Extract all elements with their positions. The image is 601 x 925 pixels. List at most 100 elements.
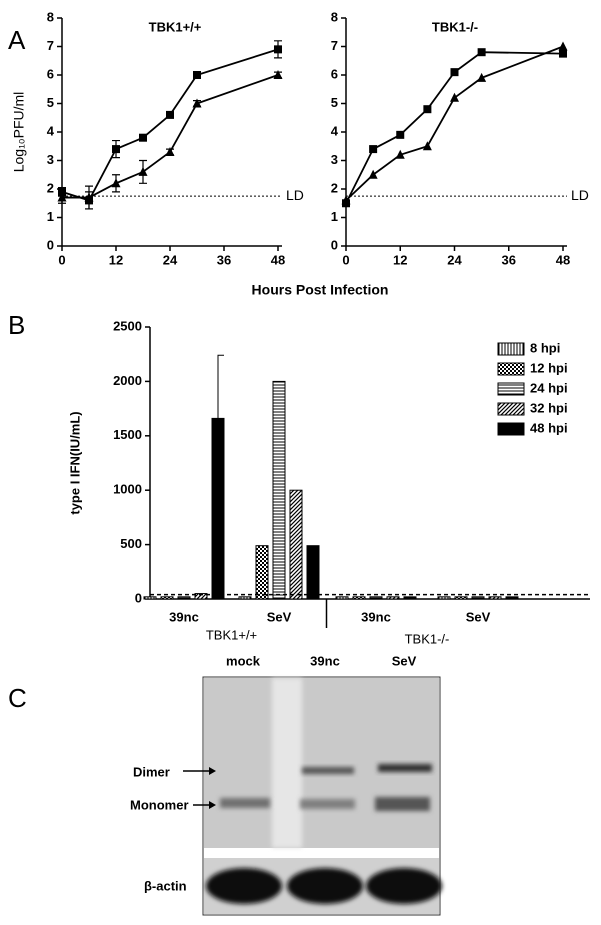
blot-band — [287, 868, 363, 904]
x-tick-label: 36 — [502, 252, 516, 267]
x-tick-label: 24 — [447, 252, 462, 267]
y-tick-label: 4 — [331, 123, 339, 138]
marker — [423, 105, 432, 114]
arrow-head — [209, 801, 216, 809]
panel-label: B — [8, 310, 25, 340]
y-tick-label: 1 — [47, 209, 54, 224]
error-bar — [217, 354, 224, 419]
x-tick-label: 39nc — [361, 609, 391, 624]
marker — [559, 49, 567, 58]
x-tick-label: 39nc — [169, 609, 199, 624]
band-label: Monomer — [130, 797, 189, 812]
y-tick-label: 2 — [47, 180, 54, 195]
blot-band — [378, 764, 432, 772]
blot-lane-gap — [272, 678, 302, 848]
reference-label: LD — [286, 187, 304, 203]
y-tick-label: 2 — [331, 180, 338, 195]
x-axis-label: Hours Post Infection — [252, 282, 389, 298]
bar — [143, 596, 157, 600]
x-tick-label: 12 — [109, 252, 123, 267]
marker — [138, 166, 148, 176]
marker — [558, 41, 568, 51]
legend-swatch — [497, 382, 525, 396]
marker — [192, 98, 202, 108]
legend-swatch — [497, 342, 525, 356]
legend-label: 32 hpi — [530, 400, 568, 415]
y-axis-label: type I IFN(IU/mL) — [67, 411, 82, 514]
panel-label: C — [8, 683, 27, 713]
y-tick-label: 0 — [331, 237, 338, 252]
bar — [272, 380, 286, 600]
marker — [396, 130, 405, 139]
lane-label: 39nc — [310, 653, 340, 668]
bar — [403, 596, 417, 600]
bar — [306, 545, 320, 600]
x-tick-label: 0 — [342, 252, 349, 267]
lane-label: SeV — [392, 653, 417, 668]
x-tick-label: 36 — [217, 252, 231, 267]
x-tick-label: SeV — [466, 609, 491, 624]
marker — [111, 178, 121, 188]
legend-swatch — [497, 362, 525, 376]
bar — [471, 596, 485, 600]
y-tick-label: 3 — [331, 152, 338, 167]
blot-band — [220, 798, 270, 808]
bar — [369, 596, 383, 600]
y-tick-label: 6 — [331, 66, 338, 81]
y-tick-label: 1000 — [113, 482, 142, 497]
y-tick-label: 7 — [47, 38, 54, 53]
blot-band — [206, 868, 282, 904]
marker — [477, 72, 487, 82]
marker — [477, 48, 486, 57]
marker — [165, 146, 175, 156]
marker — [450, 92, 459, 102]
marker — [341, 195, 351, 205]
blot-membrane — [204, 678, 439, 848]
x-tick-label: 12 — [393, 252, 407, 267]
legend-label: 8 hpi — [530, 340, 560, 355]
y-tick-label: 7 — [331, 38, 338, 53]
bar — [177, 596, 191, 600]
y-tick-label: 2500 — [113, 318, 142, 333]
legend-label: 24 hpi — [530, 380, 568, 395]
group-label: TBK1+/+ — [206, 627, 257, 642]
bar — [238, 596, 252, 600]
y-tick-label: 0 — [135, 590, 142, 605]
y-tick-label: 1500 — [113, 427, 142, 442]
x-tick-label: 48 — [556, 252, 570, 267]
lane-label: mock — [226, 653, 261, 668]
bar — [160, 596, 174, 600]
band-label: Dimer — [133, 764, 170, 779]
bar — [488, 596, 502, 600]
marker — [84, 192, 94, 202]
y-axis-label: Log₁₀PFU/ml — [11, 92, 27, 173]
y-tick-label: 8 — [331, 9, 338, 24]
legend-label: 12 hpi — [530, 360, 568, 375]
group-label: TBK1-/- — [405, 631, 450, 646]
y-tick-label: 1 — [331, 209, 338, 224]
y-tick-label: 8 — [47, 9, 54, 24]
y-tick-label: 6 — [47, 66, 54, 81]
marker — [166, 110, 174, 119]
marker — [450, 68, 459, 77]
blot-band — [302, 767, 354, 774]
marker — [57, 192, 67, 202]
marker — [193, 71, 201, 79]
y-tick-label: 5 — [47, 95, 54, 110]
x-tick-label: SeV — [267, 609, 292, 624]
panel-label: A — [8, 25, 26, 55]
legend-swatch — [497, 402, 525, 416]
marker — [422, 141, 432, 151]
bar — [352, 596, 366, 600]
bar — [454, 596, 468, 600]
legend-label: 48 hpi — [530, 420, 568, 435]
x-tick-label: 24 — [163, 252, 178, 267]
bar — [505, 596, 519, 600]
bar — [211, 417, 225, 600]
bar — [255, 545, 269, 600]
chart-title: TBK1-/- — [432, 19, 478, 34]
marker — [395, 149, 405, 159]
marker — [139, 133, 147, 142]
y-tick-label: 500 — [120, 536, 142, 551]
